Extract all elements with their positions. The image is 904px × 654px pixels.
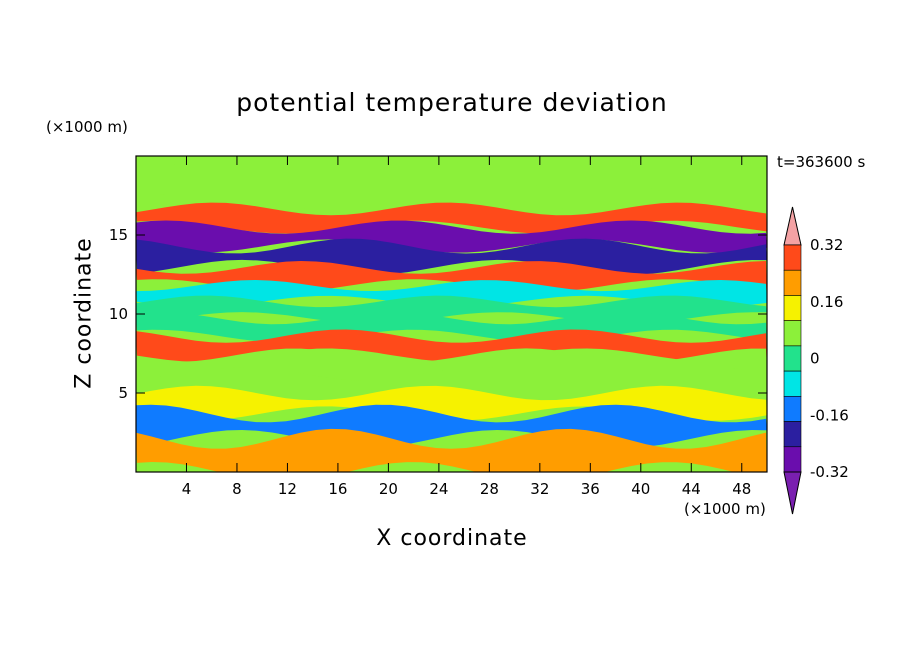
x-tick-label: 24 bbox=[429, 480, 448, 498]
colorbar-bin bbox=[783, 295, 802, 321]
heatmap-field bbox=[136, 156, 767, 472]
colorbar-bin bbox=[783, 421, 802, 448]
colorbar-tick-label: -0.16 bbox=[810, 406, 849, 424]
colorbar-bin bbox=[783, 320, 802, 347]
field-band bbox=[136, 280, 767, 307]
colorbar-bin bbox=[783, 244, 802, 271]
x-tick-label: 16 bbox=[328, 480, 347, 498]
x-tick-label: 32 bbox=[530, 480, 549, 498]
x-axis: 4 8 12 16 20 24 28 32 36 40 44 48 bbox=[182, 156, 751, 498]
x-tick-label: 8 bbox=[232, 480, 242, 498]
x-unit-label: (×1000 m) bbox=[684, 500, 766, 518]
x-tick-label: 12 bbox=[278, 480, 297, 498]
y-tick-label: 5 bbox=[118, 384, 128, 402]
x-tick-label: 4 bbox=[182, 480, 192, 498]
y-axis: 5 10 15 bbox=[109, 226, 767, 402]
field-band bbox=[136, 428, 767, 472]
colorbar-bin bbox=[783, 269, 802, 296]
field-band bbox=[136, 156, 767, 199]
time-label: t=363600 s bbox=[777, 153, 866, 171]
field-band bbox=[136, 181, 767, 217]
colorbar-tick-label: -0.32 bbox=[810, 463, 849, 481]
colorbar-bin bbox=[783, 370, 802, 397]
field-band bbox=[136, 220, 767, 253]
y-unit-label: (×1000 m) bbox=[46, 118, 128, 136]
y-tick-label: 10 bbox=[109, 305, 128, 323]
colorbar-top-arrow bbox=[783, 206, 802, 246]
x-tick-label: 40 bbox=[631, 480, 650, 498]
x-tick-label: 36 bbox=[581, 480, 600, 498]
field-band bbox=[136, 238, 767, 275]
x-axis-label: X coordinate bbox=[376, 526, 528, 551]
colorbar: -0.32 -0.16 0 0.16 0.32 bbox=[783, 206, 849, 515]
colorbar-bin bbox=[783, 345, 802, 372]
colorbar-tick-label: 0.32 bbox=[810, 236, 843, 254]
x-tick-label: 20 bbox=[379, 480, 398, 498]
colorbar-tick-label: 0 bbox=[810, 350, 820, 368]
x-tick-label: 28 bbox=[480, 480, 499, 498]
colorbar-bin bbox=[783, 396, 802, 422]
y-tick-label: 15 bbox=[109, 226, 128, 244]
field-band bbox=[136, 329, 767, 362]
colorbar-bottom-arrow bbox=[783, 471, 802, 515]
y-axis-label: Z coordinate bbox=[71, 237, 97, 389]
field-band bbox=[136, 367, 767, 400]
field-band bbox=[136, 385, 767, 421]
colorbar-bin bbox=[783, 446, 802, 473]
x-tick-label: 44 bbox=[682, 480, 701, 498]
colorbar-tick-label: 0.16 bbox=[810, 293, 843, 311]
x-tick-label: 48 bbox=[732, 480, 751, 498]
field-band bbox=[136, 348, 767, 381]
chart-title: potential temperature deviation bbox=[236, 88, 668, 117]
